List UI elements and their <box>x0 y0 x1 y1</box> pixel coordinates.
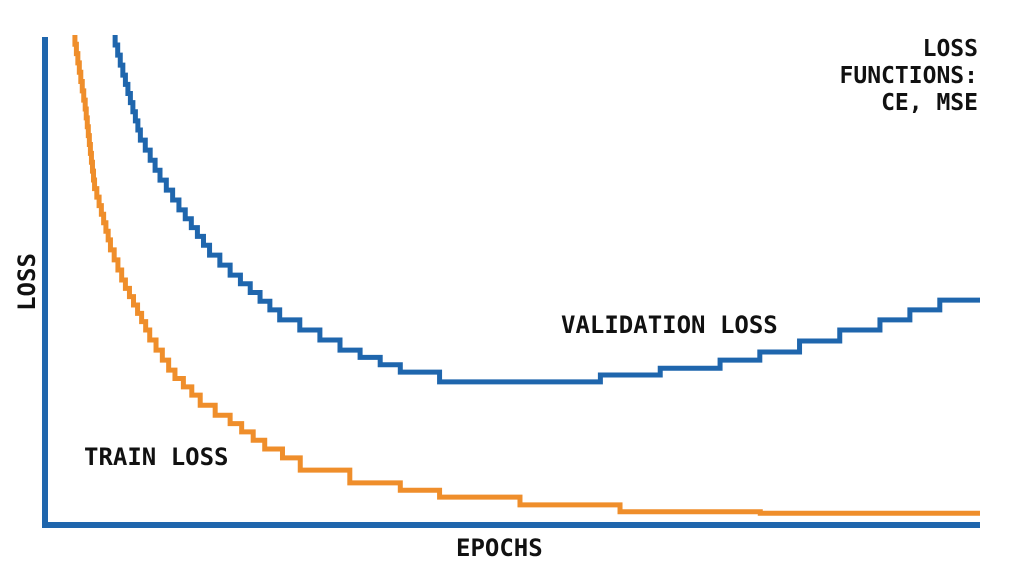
train-loss-label: TRAIN LOSS <box>84 443 229 471</box>
validation-loss-label: VALIDATION LOSS <box>561 311 778 339</box>
train-loss-line <box>72 35 980 516</box>
validation-loss-line <box>112 35 980 385</box>
x-axis-label: EPOCHS <box>456 534 543 562</box>
loss-functions-annotation: LOSS FUNCTIONS: CE, MSE <box>839 36 978 116</box>
y-axis-label: LOSS <box>12 253 41 311</box>
